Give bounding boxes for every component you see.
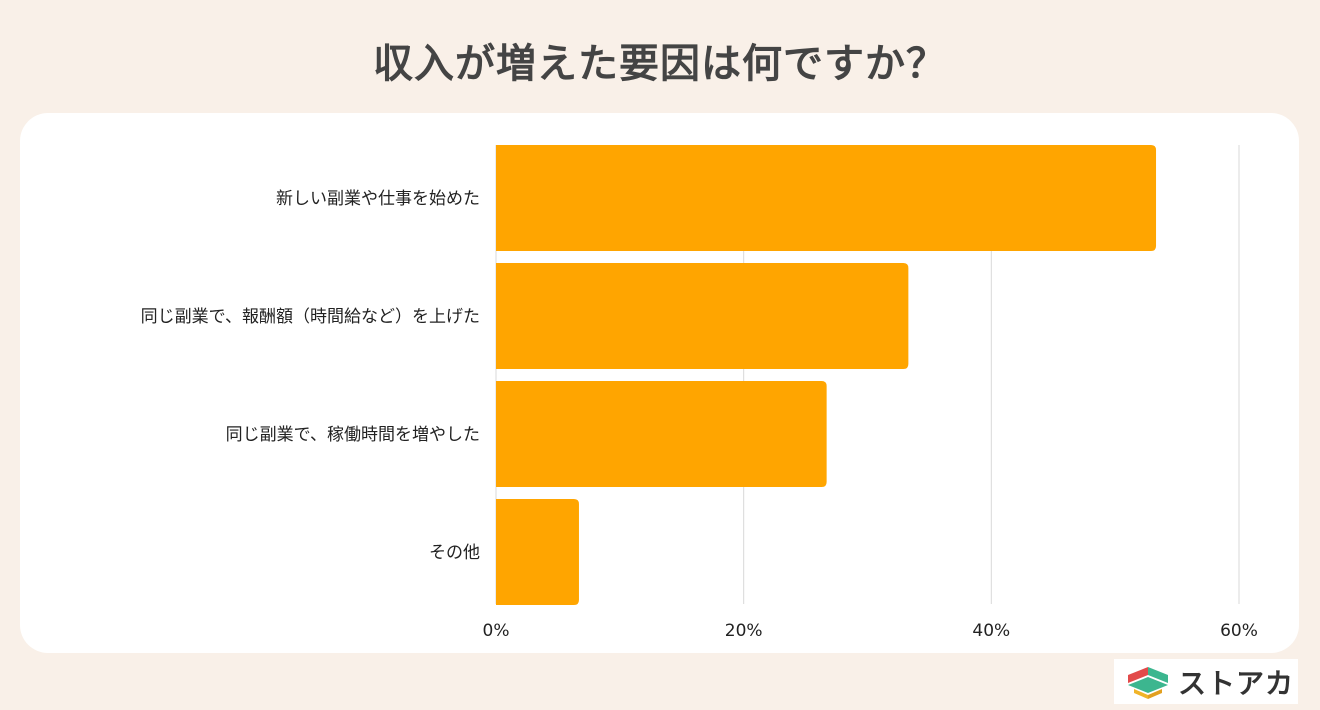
x-tick-label: 40% bbox=[972, 621, 1010, 641]
x-tick-label: 20% bbox=[725, 621, 763, 641]
category-label: 新しい副業や仕事を始めた bbox=[276, 189, 480, 209]
category-label: その他 bbox=[429, 543, 480, 563]
logo-text: ストアカ bbox=[1178, 666, 1295, 700]
brand-logo: ストアカ bbox=[1114, 659, 1298, 704]
bar bbox=[496, 145, 1157, 251]
chart-title: 収入が増えた要因は何ですか？ bbox=[373, 41, 947, 87]
x-tick-label: 60% bbox=[1220, 621, 1258, 641]
logo-mark-icon bbox=[1128, 666, 1168, 699]
category-label: 同じ副業で、稼働時間を増やした bbox=[226, 425, 480, 445]
bar bbox=[496, 499, 579, 605]
bar bbox=[496, 263, 909, 369]
bar bbox=[496, 381, 827, 487]
category-label: 同じ副業で、報酬額（時間給など）を上げた bbox=[141, 307, 480, 327]
x-tick-label: 0% bbox=[483, 621, 510, 641]
